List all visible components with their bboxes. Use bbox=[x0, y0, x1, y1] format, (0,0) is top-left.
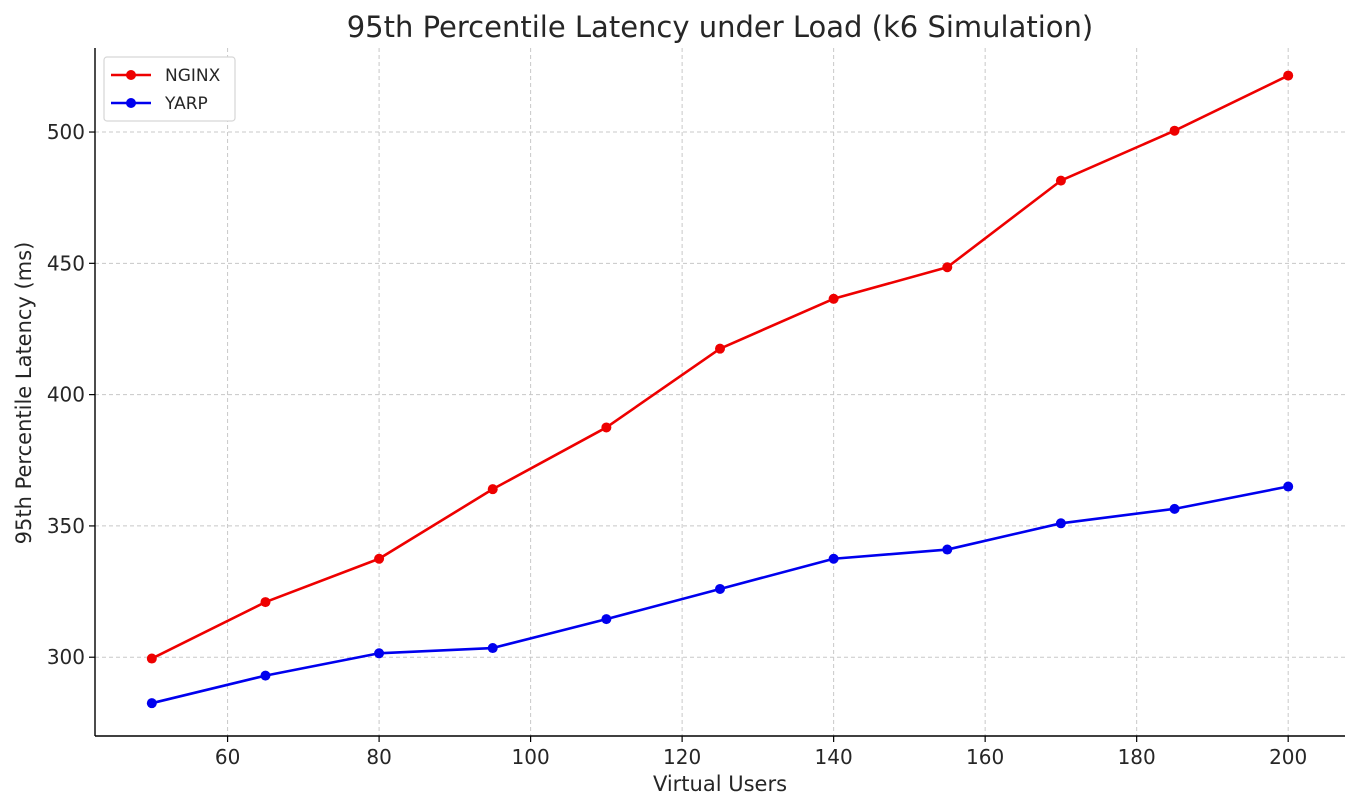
ticks: 60 80 100 120 140 160 180 200 300 350 400 450 500 bbox=[47, 120, 1307, 769]
x-tick-label: 160 bbox=[966, 745, 1004, 769]
x-tick-label: 100 bbox=[512, 745, 550, 769]
legend-label-nginx: NGINX bbox=[165, 66, 221, 86]
data-point-nginx bbox=[1169, 125, 1180, 136]
data-point-yarp bbox=[1169, 503, 1180, 514]
data-point-yarp bbox=[1283, 481, 1294, 492]
y-tick-label: 350 bbox=[47, 514, 85, 538]
series-line-yarp bbox=[150, 485, 1290, 705]
series-yarp bbox=[146, 481, 1294, 709]
data-point-nginx bbox=[828, 293, 839, 304]
legend-label-yarp: YARP bbox=[164, 94, 208, 114]
series bbox=[146, 70, 1294, 709]
data-point-yarp bbox=[374, 648, 385, 659]
data-point-nginx bbox=[601, 422, 612, 433]
x-axis-label: Virtual Users bbox=[653, 772, 787, 796]
x-tick-label: 140 bbox=[815, 745, 853, 769]
data-point-yarp bbox=[487, 643, 498, 654]
data-point-yarp bbox=[601, 614, 612, 625]
data-point-yarp bbox=[260, 670, 271, 681]
data-point-yarp bbox=[1055, 518, 1066, 529]
data-point-nginx bbox=[1283, 70, 1294, 81]
legend-marker-nginx bbox=[126, 70, 136, 80]
x-tick-label: 80 bbox=[366, 745, 391, 769]
grid bbox=[95, 48, 1345, 736]
data-point-nginx bbox=[146, 653, 157, 664]
data-point-nginx bbox=[715, 343, 725, 354]
data-point-yarp bbox=[146, 698, 157, 709]
legend: NGINX YARP bbox=[103, 56, 236, 122]
y-axis-label: 95th Percentile Latency (ms) bbox=[12, 242, 36, 545]
data-point-yarp bbox=[942, 544, 953, 555]
axes bbox=[94, 48, 1345, 737]
y-tick-label: 300 bbox=[47, 645, 85, 669]
x-tick-label: 120 bbox=[663, 745, 701, 769]
data-point-nginx bbox=[374, 553, 385, 564]
x-tick-label: 60 bbox=[215, 745, 240, 769]
legend-item-nginx: NGINX bbox=[111, 66, 221, 86]
series-nginx bbox=[146, 70, 1294, 664]
data-point-nginx bbox=[487, 484, 498, 495]
x-tick-label: 180 bbox=[1118, 745, 1156, 769]
x-tick-label: 200 bbox=[1269, 745, 1307, 769]
y-tick-label: 450 bbox=[47, 251, 85, 275]
data-point-nginx bbox=[260, 597, 271, 608]
data-point-yarp bbox=[715, 583, 725, 594]
chart-title: 95th Percentile Latency under Load (k6 S… bbox=[347, 10, 1094, 44]
series-line-nginx bbox=[150, 74, 1290, 660]
data-point-yarp bbox=[828, 553, 839, 564]
legend-marker-yarp bbox=[126, 98, 136, 108]
y-tick-label: 500 bbox=[47, 120, 85, 144]
data-point-nginx bbox=[942, 262, 953, 273]
legend-box bbox=[103, 56, 236, 122]
data-point-nginx bbox=[1055, 175, 1066, 186]
y-tick-label: 400 bbox=[47, 383, 85, 407]
legend-item-yarp: YARP bbox=[111, 94, 208, 114]
